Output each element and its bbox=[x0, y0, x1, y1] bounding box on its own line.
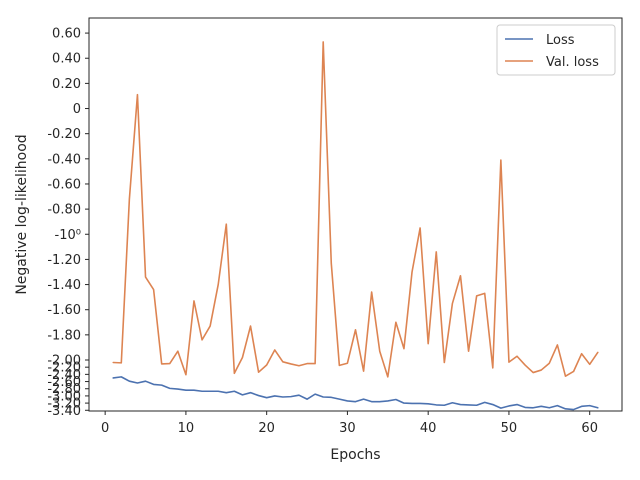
y-tick-label: -1.80 bbox=[47, 328, 81, 343]
plot-frame bbox=[88, 17, 623, 412]
y-tick-label: -2.40 bbox=[47, 368, 81, 383]
y-tick-label: -3.40 bbox=[47, 404, 81, 419]
y-tick-label: -10⁰ bbox=[55, 228, 81, 243]
x-tick-label: 10 bbox=[178, 421, 195, 436]
y-tick-label: -2.80 bbox=[47, 382, 81, 397]
y-tick-label: -3.00 bbox=[47, 389, 81, 404]
legend-frame bbox=[496, 24, 616, 76]
plot-background bbox=[89, 18, 622, 411]
y-tick-label: -0.80 bbox=[47, 203, 81, 218]
y-tick-label: -1.40 bbox=[47, 278, 81, 293]
y-tick-label: 0.60 bbox=[52, 27, 81, 42]
legend: Loss Val. loss bbox=[496, 24, 616, 76]
y-tick-label: -2.60 bbox=[47, 375, 81, 390]
legend-label-val-loss: Val. loss bbox=[546, 55, 599, 70]
y-tick-label: -3.20 bbox=[47, 397, 81, 412]
y-tick-label: 0.40 bbox=[52, 52, 81, 67]
y-axis-title: Negative log-likelihood bbox=[14, 134, 30, 294]
y-tick-label: -1.20 bbox=[47, 253, 81, 268]
series-line-val-loss bbox=[112, 41, 599, 378]
y-tick-label: 0.20 bbox=[52, 77, 81, 92]
series-lines bbox=[112, 41, 599, 411]
x-tick-label: 30 bbox=[339, 421, 356, 436]
x-tick-label: 50 bbox=[501, 421, 518, 436]
x-axis: 0 10 20 30 40 50 60 bbox=[101, 411, 598, 436]
y-axis: 0.60 0.40 0.20 0 -0.20 -0.40 -0.60 -0.80 -10⁰ -1.… bbox=[47, 27, 89, 419]
x-axis-title: Epochs bbox=[330, 447, 380, 463]
y-tick-label: -2.20 bbox=[47, 361, 81, 376]
y-tick-label: -2.00 bbox=[47, 354, 81, 369]
y-tick-label: 0 bbox=[73, 102, 81, 117]
y-tick-label: -0.60 bbox=[47, 177, 81, 192]
x-tick-label: 60 bbox=[581, 421, 598, 436]
y-tick-label: -0.40 bbox=[47, 152, 81, 167]
series-line-loss bbox=[112, 376, 599, 411]
x-tick-label: 20 bbox=[258, 421, 275, 436]
legend-label-loss: Loss bbox=[546, 33, 575, 48]
y-tick-label: -1.60 bbox=[47, 303, 81, 318]
x-tick-label: 0 bbox=[101, 421, 109, 436]
x-tick-label: 40 bbox=[420, 421, 437, 436]
y-tick-label: -0.20 bbox=[47, 127, 81, 142]
